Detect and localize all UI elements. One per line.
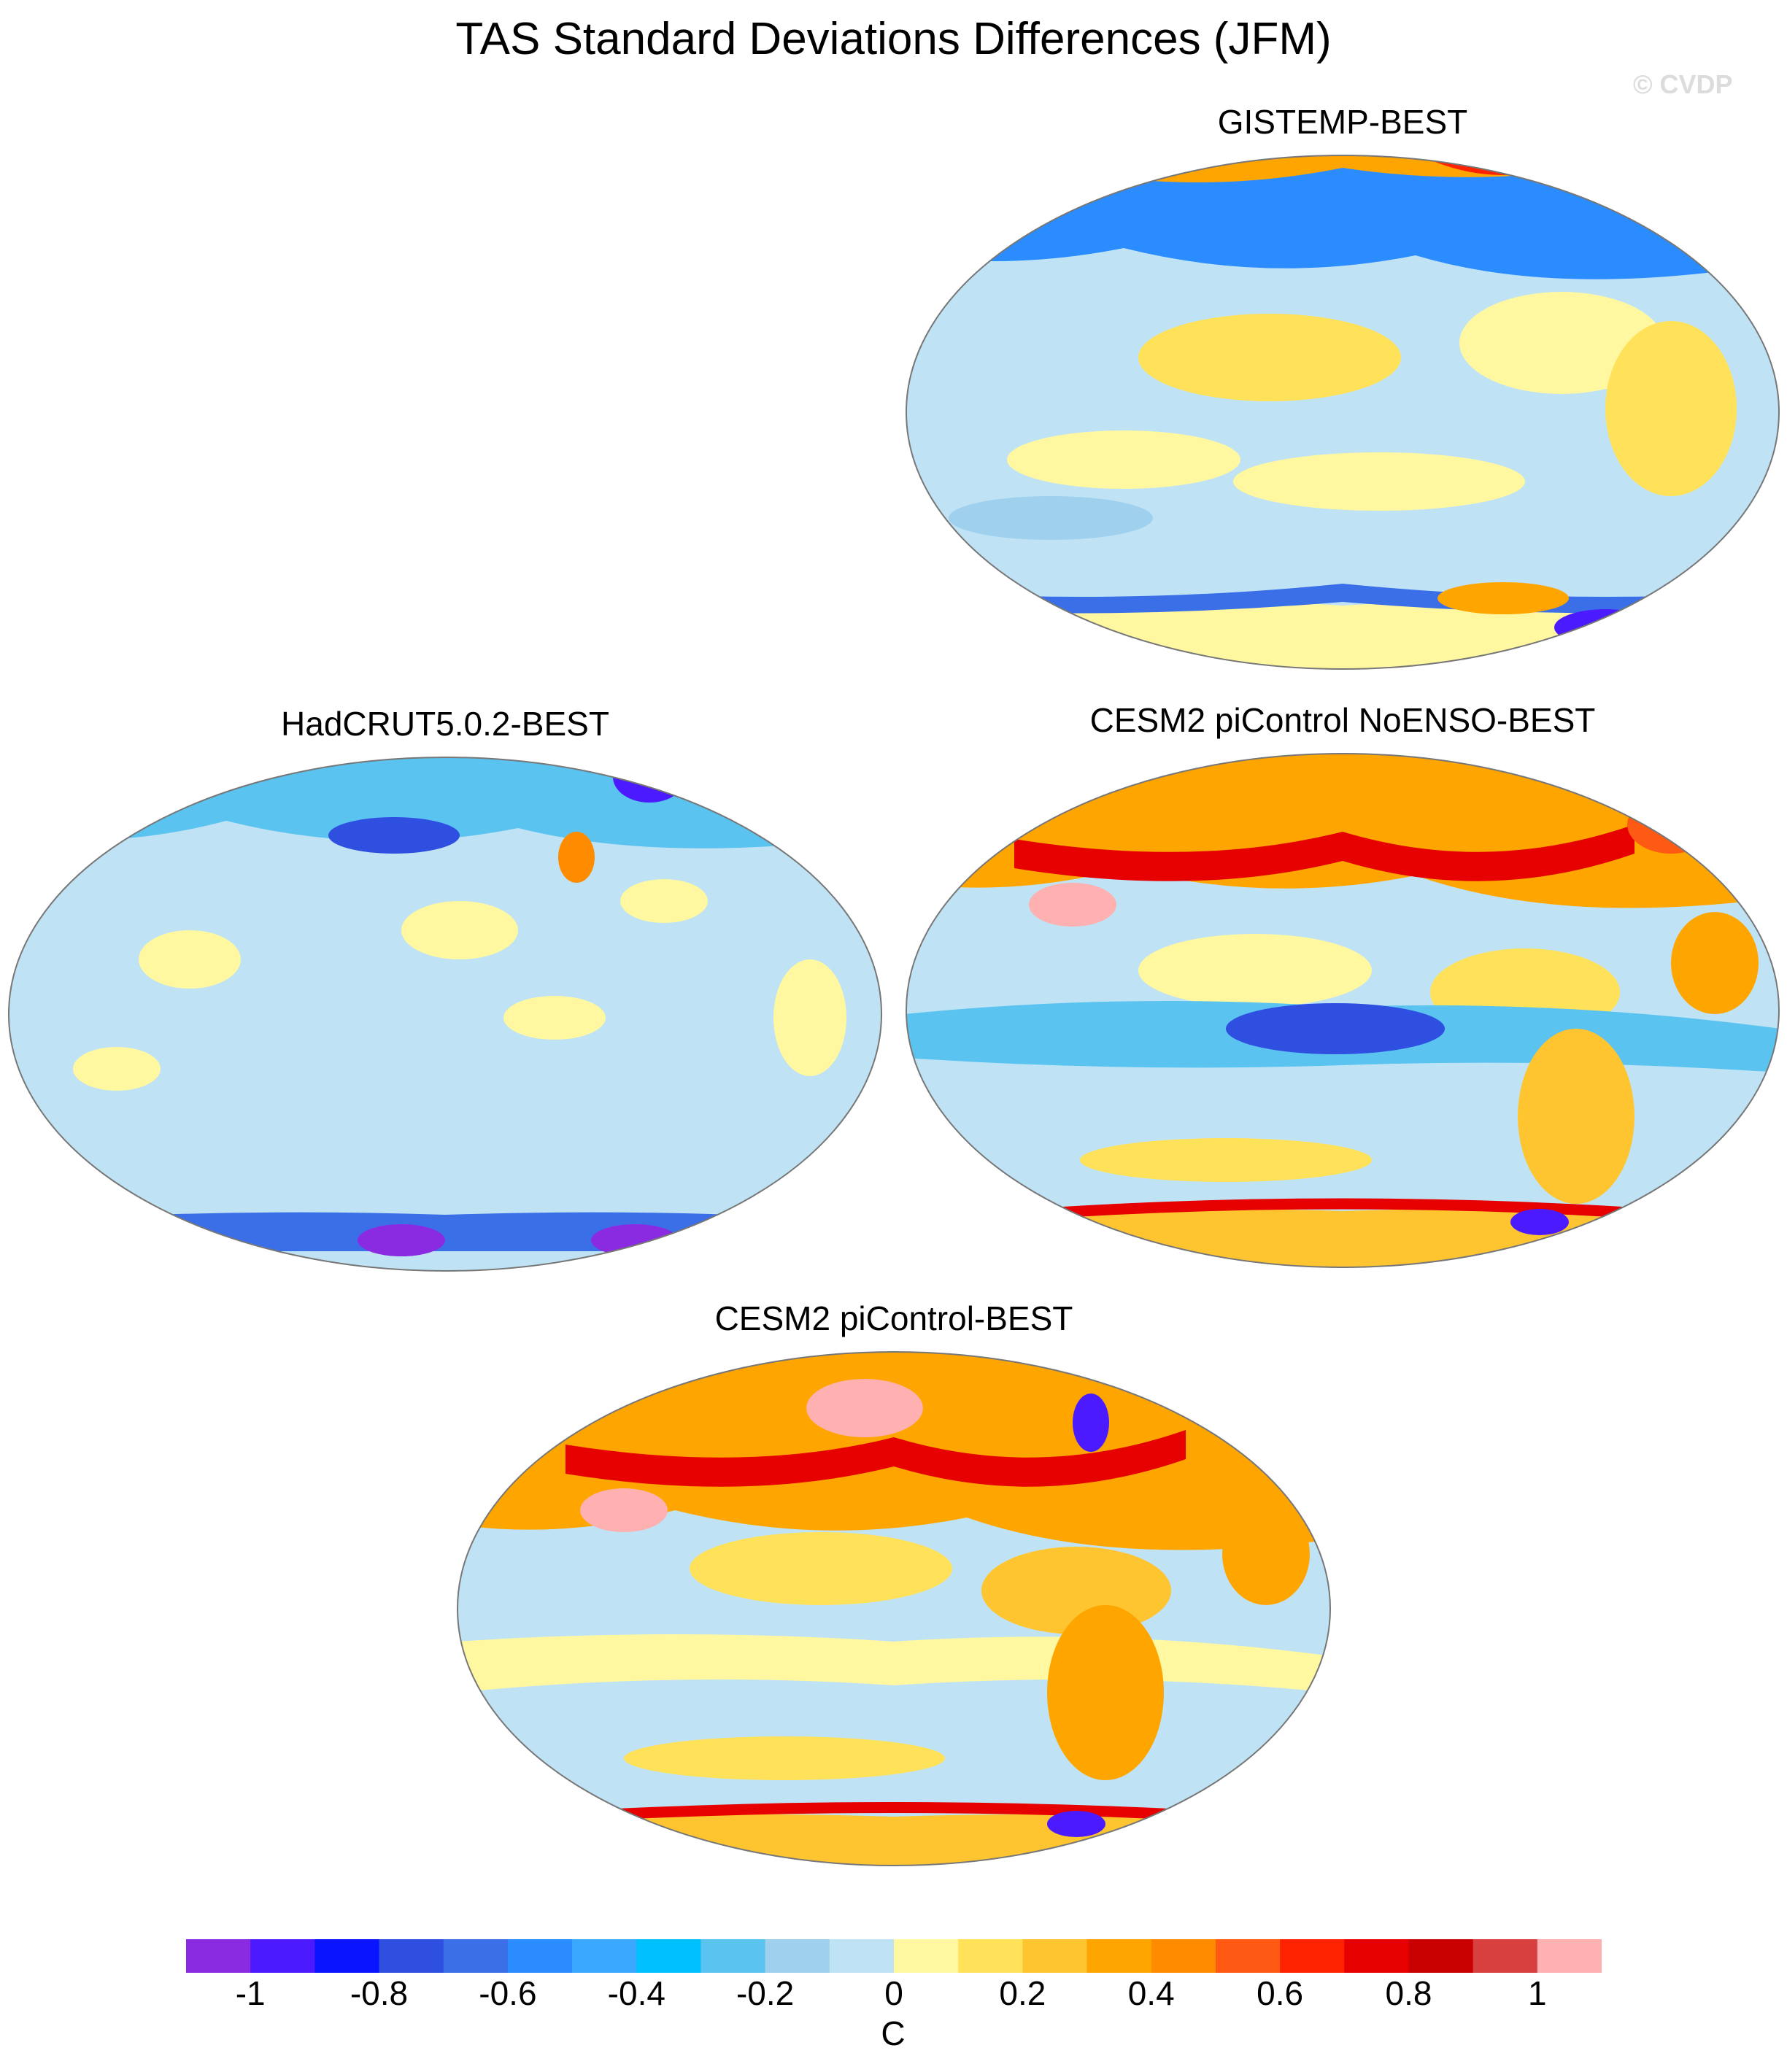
- map-picontrol: [457, 1351, 1331, 1866]
- colorbar-box: [1280, 1939, 1345, 1973]
- colorbar-box: [379, 1939, 444, 1973]
- colorbar-tick-label: 0: [884, 1974, 903, 2012]
- colorbar-box: [765, 1939, 830, 1973]
- panel-title-picontrol: CESM2 piControl-BEST: [714, 1299, 1073, 1337]
- colorbar-tick-label: -0.8: [350, 1974, 409, 2012]
- colorbar-unit: C: [881, 2014, 906, 2052]
- colorbar-box: [700, 1939, 766, 1973]
- colorbar-tick-label: 0.4: [1127, 1974, 1175, 2012]
- colorbar-tick-label: 1: [1528, 1974, 1547, 2012]
- colorbar-box: [572, 1939, 637, 1973]
- map-noenso: [906, 753, 1780, 1268]
- colorbar-box: [1151, 1939, 1216, 1973]
- figure-title: TAS Standard Deviations Differences (JFM…: [455, 14, 1332, 64]
- colorbar-box: [829, 1939, 895, 1973]
- colorbar-box: [1022, 1939, 1088, 1973]
- colorbar-box: [1344, 1939, 1409, 1973]
- colorbar-box: [958, 1939, 1023, 1973]
- map-gistemp: [906, 155, 1780, 670]
- colorbar-tick-label: 0.2: [999, 1974, 1046, 2012]
- colorbar-tick-label: 0.6: [1257, 1974, 1304, 2012]
- colorbar-box: [186, 1939, 251, 1973]
- colorbar-box: [1473, 1939, 1538, 1973]
- colorbar-box: [894, 1939, 959, 1973]
- colorbar-tick-label: -0.2: [736, 1974, 795, 2012]
- colorbar-box: [443, 1939, 509, 1973]
- colorbar: [186, 1939, 1602, 1973]
- panel-title-hadcrut: HadCRUT5.0.2-BEST: [281, 705, 609, 743]
- colorbar-box: [314, 1939, 380, 1973]
- colorbar-box: [636, 1939, 701, 1973]
- colorbar-tick-label: -0.4: [607, 1974, 665, 2012]
- colorbar-box: [1537, 1939, 1602, 1973]
- colorbar-box: [1408, 1939, 1474, 1973]
- watermark: © CVDP: [1633, 69, 1733, 99]
- colorbar-box: [250, 1939, 315, 1973]
- colorbar-box: [1215, 1939, 1281, 1973]
- colorbar-tick-label: 0.8: [1385, 1974, 1432, 2012]
- colorbar-tick-label: -0.6: [479, 1974, 537, 2012]
- panel-title-noenso: CESM2 piControl NoENSO-BEST: [1089, 701, 1596, 739]
- map-hadcrut: [8, 757, 882, 1272]
- colorbar-tick-label: -1: [235, 1974, 266, 2012]
- colorbar-box: [507, 1939, 573, 1973]
- panel-title-gistemp: GISTEMP-BEST: [1217, 103, 1468, 141]
- colorbar-box: [1087, 1939, 1152, 1973]
